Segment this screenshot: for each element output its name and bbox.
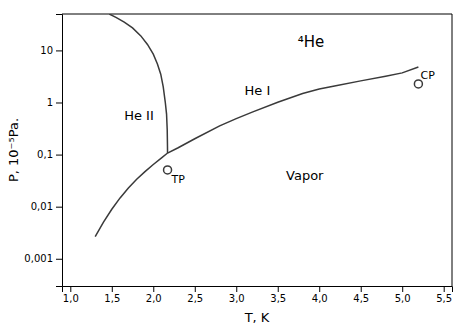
axis-line [56, 15, 63, 287]
tick: 3,5 [270, 286, 286, 304]
tick-label: 4,5 [353, 293, 369, 304]
tick-mark [236, 286, 237, 292]
tick-mark [56, 207, 62, 208]
tick-label: 1 [47, 97, 53, 108]
tick: 4,0 [312, 286, 328, 304]
tick: 0,1 [37, 149, 62, 160]
tick-mark [56, 102, 62, 103]
tick-mark [112, 286, 113, 292]
tick: 5,0 [395, 286, 411, 304]
y-axis-title: P, 10⁻⁵Pa. [6, 118, 21, 182]
tick: 10 [40, 45, 62, 56]
tick-mark [153, 286, 154, 292]
tick-mark [56, 259, 62, 260]
tick-mark [56, 50, 62, 51]
tick-label: 2,0 [146, 293, 162, 304]
tick-label: 1,0 [63, 293, 79, 304]
x-axis-title: T, K [244, 310, 270, 325]
tick-label: 5,0 [395, 293, 411, 304]
annotations: He II He I Vapor ⁴He TP CP [124, 33, 435, 186]
frame [62, 14, 452, 15]
tick: 1 [47, 97, 62, 108]
tick-mark [195, 286, 196, 292]
tick-mark [56, 155, 62, 156]
annotation: TP [171, 173, 186, 186]
annotation: CP [420, 69, 435, 82]
chart: 1,01,52,02,53,03,54,04,55,05,50,0010,010… [0, 0, 470, 330]
tick-label: 5,5 [436, 293, 452, 304]
x-axis: 1,0 1,5 2,0 2,5 3,0 3,5 4,0 4,5 5,0 5,5 [63, 286, 453, 304]
tick: 4,5 [353, 286, 369, 304]
line [95, 67, 418, 237]
tick: 1,0 [63, 286, 79, 304]
tick: 2,0 [146, 286, 162, 304]
tick: 2,5 [187, 286, 203, 304]
tick-label: 3,0 [229, 293, 245, 304]
tick-label: 10 [40, 45, 53, 56]
tick-label: 3,5 [270, 293, 286, 304]
tick-label: 4,0 [312, 293, 328, 304]
tick-mark [70, 286, 71, 292]
tick-label: 2,5 [187, 293, 203, 304]
plot: 1,01,52,02,53,03,54,04,55,05,50,0010,010… [24, 14, 452, 304]
point [164, 166, 172, 174]
tick-label: 1,5 [104, 293, 120, 304]
tick: 5,5 [436, 286, 452, 304]
tick-label: 0,01 [31, 201, 53, 212]
tick-mark [402, 286, 403, 292]
annotation: He I [245, 83, 271, 98]
tick: 0,001 [24, 253, 62, 264]
y-axis: 0,001 0,01 0,1 1 10 [24, 15, 62, 287]
frame [452, 14, 453, 286]
tick-mark [444, 286, 445, 292]
tick: 3,0 [229, 286, 245, 304]
marks [95, 14, 422, 237]
tick-mark [319, 286, 320, 292]
annotation: He II [124, 108, 154, 123]
annotation: ⁴He [298, 33, 325, 51]
axis-line [63, 287, 453, 293]
line [109, 14, 167, 153]
tick-label: 0,001 [24, 253, 53, 264]
tick-mark [278, 286, 279, 292]
annotation: Vapor [286, 168, 324, 183]
tick: 0,01 [31, 201, 62, 212]
tick-label: 0,1 [37, 149, 53, 160]
tick: 1,5 [104, 286, 120, 304]
tick-mark [361, 286, 362, 292]
